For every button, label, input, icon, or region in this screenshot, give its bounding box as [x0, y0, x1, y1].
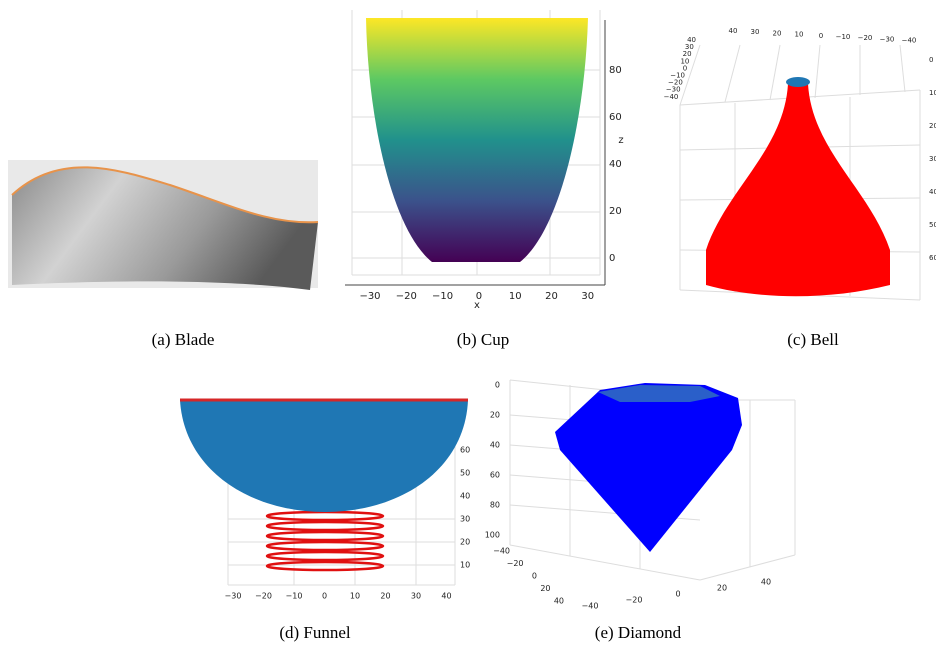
tick-label: −10 — [432, 291, 453, 302]
tick-label: 0 — [532, 572, 537, 581]
tick-label: 30 — [581, 291, 594, 302]
axis-label: z — [618, 135, 623, 146]
tick-label: 10 — [929, 89, 936, 97]
tick-label: 20 — [609, 206, 622, 217]
bell-body — [706, 84, 890, 296]
tick-label: 30 — [411, 592, 421, 601]
tick-label: −30 — [880, 35, 895, 43]
tick-label: −20 — [507, 559, 524, 568]
tick-label: −40 — [493, 547, 510, 556]
tick-label: 10 — [795, 31, 804, 39]
cup-surface — [366, 18, 588, 262]
tick-label: 50 — [929, 221, 936, 229]
bell-panel — [680, 45, 920, 300]
diamond-panel — [510, 380, 795, 580]
tick-label: 40 — [609, 159, 622, 170]
caption: (c) Bell — [787, 330, 839, 349]
tick-label: 60 — [490, 471, 500, 480]
tick-label: 40 — [460, 492, 470, 501]
cup-panel — [345, 10, 605, 285]
funnel-panel — [180, 400, 468, 585]
tick-label: −30 — [359, 291, 380, 302]
blade-panel — [8, 160, 318, 290]
tick-label: 20 — [929, 122, 936, 130]
tick-label: 0 — [675, 590, 680, 599]
tick-label: 60 — [929, 254, 936, 262]
bell-cap — [786, 77, 810, 87]
tick-label: −20 — [396, 291, 417, 302]
tick-label: 0 — [495, 381, 500, 390]
tick-label: 10 — [509, 291, 522, 302]
tick-label: 20 — [717, 584, 727, 593]
caption: (a) Blade — [152, 330, 215, 349]
tick-label: 20 — [545, 291, 558, 302]
tick-label: −10 — [836, 33, 851, 41]
tick-label: 10 — [460, 561, 470, 570]
diamond-body — [555, 383, 742, 552]
tick-label: −40 — [582, 602, 599, 611]
tick-label: 40 — [929, 188, 936, 196]
figure: (a) Blade (b) Cup (c) Bell (d) Funnel (e) Di… — [0, 0, 936, 648]
tick-label: 30 — [929, 155, 936, 163]
tick-label: 100 — [485, 531, 500, 540]
tick-label: 80 — [490, 501, 500, 510]
tick-label: −40 — [902, 37, 917, 45]
tick-label: 40 — [761, 578, 771, 587]
tick-label: 60 — [609, 112, 622, 123]
tick-label: 20 — [460, 538, 470, 547]
axis-label: x — [474, 300, 480, 311]
tick-label: 60 — [460, 446, 470, 455]
tick-label: 40 — [554, 597, 564, 606]
tick-label: 20 — [490, 411, 500, 420]
tick-label: 40 — [490, 441, 500, 450]
tick-label: −20 — [858, 34, 873, 42]
caption: (b) Cup — [457, 330, 509, 349]
tick-label: −10 — [286, 592, 303, 601]
tick-label: 0 — [322, 592, 327, 601]
tick-label: 10 — [350, 592, 360, 601]
funnel-coils — [267, 512, 383, 570]
tick-label: 30 — [751, 28, 760, 36]
tick-label: 20 — [773, 29, 782, 37]
tick-label: −20 — [255, 592, 272, 601]
tick-label: 40 — [441, 592, 451, 601]
tick-label: 20 — [540, 584, 550, 593]
tick-label: 40 — [729, 27, 738, 35]
tick-label: 0 — [819, 32, 823, 40]
tick-label: −40 — [664, 93, 679, 101]
tick-label: 80 — [609, 65, 622, 76]
caption: (e) Diamond — [595, 623, 682, 642]
tick-label: −30 — [225, 592, 242, 601]
tick-label: 0 — [609, 253, 615, 264]
caption: (d) Funnel — [279, 623, 351, 642]
tick-label: 30 — [460, 515, 470, 524]
tick-label: −20 — [626, 596, 643, 605]
tick-label: 20 — [380, 592, 390, 601]
tick-label: 50 — [460, 469, 470, 478]
funnel-bowl — [180, 400, 468, 512]
tick-label: 0 — [929, 56, 933, 64]
